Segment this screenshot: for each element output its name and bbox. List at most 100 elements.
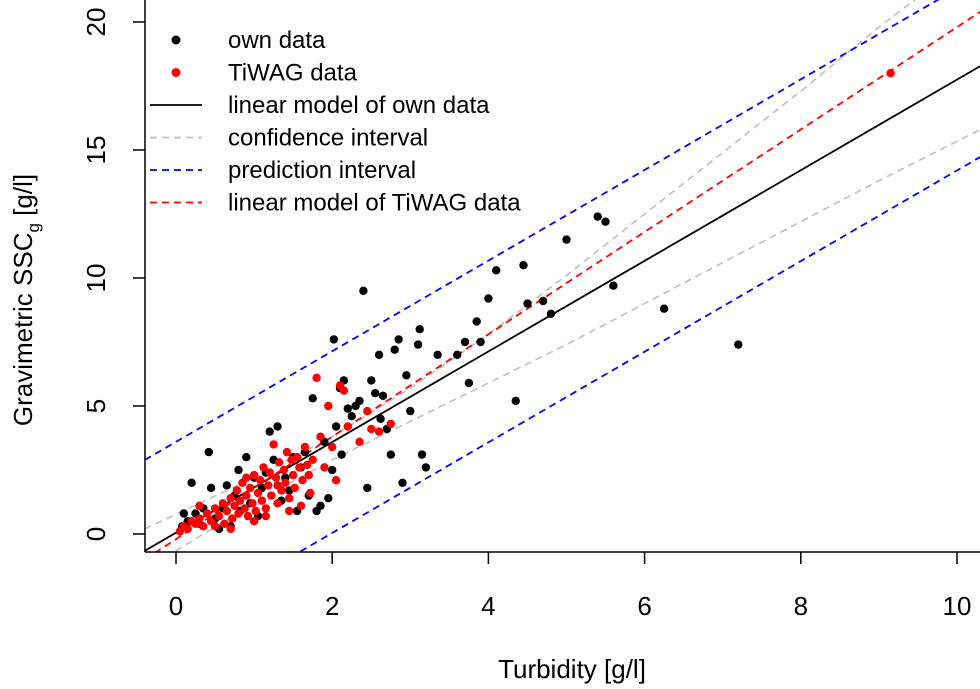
own-data-point <box>417 450 427 459</box>
own-data-point <box>659 304 669 313</box>
legend-label: TiWAG data <box>228 60 358 87</box>
x-tick-label: 10 <box>943 591 972 621</box>
tiwag-data-point <box>386 419 395 429</box>
tiwag-data-point <box>226 524 235 534</box>
x-axis-label: Turbidity [g/l] <box>498 654 646 684</box>
tiwag-data-point <box>203 509 212 518</box>
tiwag-data-point <box>374 427 384 436</box>
tiwag-data-point <box>264 481 273 490</box>
own-data-point <box>371 389 380 398</box>
own-data-point <box>476 337 485 347</box>
own-data-point <box>355 396 364 406</box>
tiwag-data-point <box>281 478 290 487</box>
legend-label: linear model of TiWAG data <box>228 190 521 217</box>
y-axis-label-main: Gravimetric SSC <box>8 233 38 427</box>
y-tick-label: 10 <box>81 264 111 293</box>
own-data-point <box>538 296 548 306</box>
tiwag-data-point <box>886 69 895 78</box>
axes: 0 2 4 6 8 10 0 5 10 15 20 <box>81 0 980 621</box>
own-data-point <box>308 394 317 403</box>
tiwag-data-point <box>235 496 245 505</box>
x-tick-label: 8 <box>794 591 808 621</box>
own-data-point <box>398 478 407 487</box>
tiwag-data-point <box>355 437 364 446</box>
tiwag-data-point <box>256 476 265 485</box>
own-data-point <box>523 299 532 308</box>
own-data-point <box>484 294 493 303</box>
own-data-point <box>492 266 501 275</box>
own-data-point <box>609 281 618 290</box>
own-data-point <box>331 422 341 431</box>
own-data-point <box>519 261 528 270</box>
tiwag-data-point <box>300 442 310 452</box>
tiwag-data-point <box>367 424 376 434</box>
tiwag-data-point <box>199 522 208 531</box>
tiwag-data-point <box>273 481 282 490</box>
legend-marker <box>171 68 181 77</box>
own-data-point <box>179 509 188 518</box>
y-tick-label: 20 <box>81 8 111 37</box>
y-tick-label: 0 <box>81 527 111 541</box>
y-axis-label: Gravimetric SSCg [g/l] <box>8 174 43 426</box>
own-data-point <box>376 414 385 423</box>
own-data-point <box>386 450 395 459</box>
y-axis-label-sub: g <box>24 223 43 232</box>
tiwag-data-point <box>214 511 224 521</box>
own-data-point <box>337 450 346 459</box>
own-data-point <box>413 340 423 349</box>
y-axis-label-unit: [g/l] <box>8 174 38 223</box>
tiwag-data-point <box>195 501 204 510</box>
own-data-point <box>601 217 610 226</box>
own-data-point <box>453 350 462 359</box>
tiwag-data-point <box>308 455 317 464</box>
line-1 <box>154 11 980 552</box>
own-data-point <box>421 463 431 472</box>
tiwag-data-point <box>324 401 333 411</box>
legend-label: prediction interval <box>228 157 416 184</box>
own-data-point <box>359 286 368 295</box>
own-data-point <box>273 422 282 431</box>
own-data-point <box>394 335 403 344</box>
tiwag-data-point <box>320 463 329 472</box>
tiwag-data-point <box>292 453 302 462</box>
x-tick-label: 6 <box>637 591 651 621</box>
legend-label: confidence interval <box>228 125 428 152</box>
tiwag-data-point <box>253 488 263 498</box>
tiwag-data-point <box>261 504 270 513</box>
tiwag-data-point <box>290 483 299 493</box>
tiwag-data-point <box>343 422 352 431</box>
tiwag-data-point <box>312 373 321 382</box>
tiwag-data-point <box>306 488 315 498</box>
own-data-point <box>562 235 571 244</box>
tiwag-data-point <box>298 476 307 485</box>
tiwag-data-point <box>240 504 249 513</box>
tiwag-data-point <box>282 447 292 457</box>
tiwag-data-point <box>230 501 239 510</box>
own-data-point <box>374 350 384 359</box>
x-tick-label: 4 <box>481 591 495 621</box>
own-data-point <box>265 427 274 436</box>
tiwag-data-point <box>271 473 281 482</box>
confidence-interval-upper <box>145 0 917 530</box>
tiwag-data-point <box>285 494 294 503</box>
tiwag-data-point <box>331 476 341 485</box>
legend-marker <box>171 35 181 45</box>
tiwag-data-point <box>274 458 284 467</box>
tiwag-data-point <box>183 524 192 534</box>
legend-label: linear model of own data <box>228 92 490 119</box>
tiwag-data-point <box>316 432 325 441</box>
tiwag-data-point <box>251 506 260 516</box>
tiwag-data-point <box>279 465 288 475</box>
own-data-point <box>206 483 216 493</box>
tiwag-data-point <box>210 522 220 531</box>
plot-area <box>145 0 980 552</box>
own-data-point <box>406 406 415 416</box>
own-data-point <box>433 350 442 359</box>
own-data-point <box>204 447 213 457</box>
tiwag-data-point <box>242 473 251 482</box>
tiwag-data-point <box>195 514 204 523</box>
tiwag-data-point <box>243 511 253 521</box>
line-3 <box>297 156 980 552</box>
own-data-point <box>390 345 399 354</box>
